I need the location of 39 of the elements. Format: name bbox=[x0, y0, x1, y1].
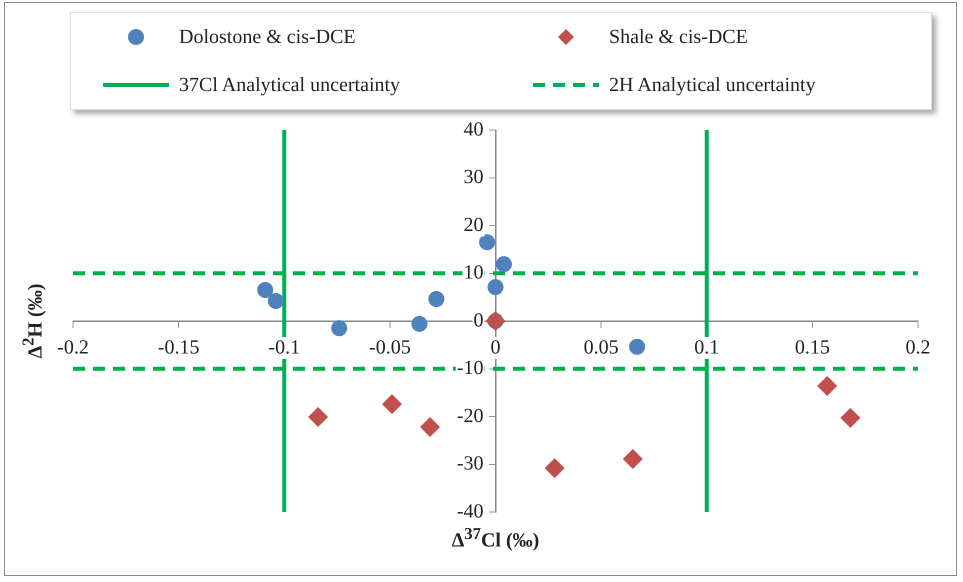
y-tick-label: -40 bbox=[456, 500, 484, 522]
y-tick-label: 30 bbox=[464, 166, 484, 188]
point bbox=[411, 316, 428, 332]
legend-label: 37Cl Analytical uncertainty bbox=[179, 74, 400, 96]
point bbox=[382, 394, 402, 414]
y-tick-label: -30 bbox=[456, 452, 484, 474]
point bbox=[479, 234, 496, 250]
point bbox=[428, 291, 444, 308]
y-tick-label: -10 bbox=[456, 357, 484, 379]
x-tick-label: 0.2 bbox=[906, 336, 930, 358]
legend-label: Dolostone & cis-DCE bbox=[179, 26, 356, 48]
legend-label: 2H Analytical uncertainty bbox=[609, 74, 816, 96]
x-tick-label: -0.1 bbox=[268, 336, 300, 358]
point bbox=[622, 449, 643, 469]
point bbox=[817, 376, 838, 396]
x-tick-label: 0 bbox=[490, 336, 500, 358]
y-tick-label: 40 bbox=[464, 118, 484, 140]
point bbox=[257, 282, 274, 298]
point bbox=[308, 406, 328, 427]
x-tick-label: -0.15 bbox=[158, 336, 200, 358]
x-tick-label: -0.2 bbox=[57, 336, 89, 358]
legend-label: Shale & cis-DCE bbox=[609, 26, 748, 48]
x-tick-label: 0.15 bbox=[794, 336, 830, 358]
x-tick-label: 0.05 bbox=[584, 336, 619, 358]
point bbox=[544, 458, 565, 478]
x-tick-label: -0.05 bbox=[369, 336, 411, 358]
point bbox=[840, 408, 860, 428]
point bbox=[420, 417, 440, 438]
y-tick-label: 10 bbox=[464, 262, 484, 284]
y-tick-label: -20 bbox=[456, 404, 484, 427]
y-tick-label: 20 bbox=[464, 214, 484, 236]
x-axis-title: Δ$^{37}$Cl (‰) bbox=[452, 524, 540, 553]
point bbox=[331, 320, 348, 336]
x-tick-label: 0.1 bbox=[694, 336, 720, 358]
point bbox=[629, 338, 646, 355]
point bbox=[488, 279, 504, 296]
point bbox=[268, 292, 284, 309]
y-tick-label: 0 bbox=[474, 309, 484, 332]
point bbox=[496, 256, 512, 272]
